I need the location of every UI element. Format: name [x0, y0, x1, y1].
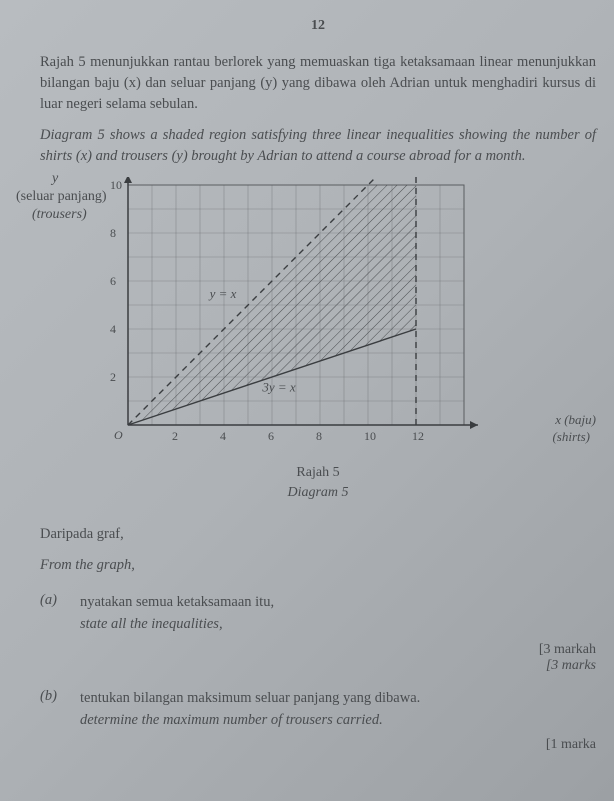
- from-graph-malay: Daripada graf,: [40, 526, 596, 543]
- diagram-caption: Rajah 5 Diagram 5: [40, 463, 596, 502]
- svg-text:y = x: y = x: [208, 286, 237, 301]
- caption-english: Diagram 5: [287, 485, 348, 500]
- question-a-marks: [3 markah [3 marks: [40, 642, 596, 674]
- problem-text-english: Diagram 5 shows a shaded region satisfyi…: [40, 125, 596, 167]
- svg-text:8: 8: [110, 226, 116, 240]
- question-a: (a) nyatakan semua ketaksamaan itu, stat…: [40, 592, 596, 636]
- question-b-malay: tentukan bilangan maksimum seluar panjan…: [80, 688, 596, 710]
- svg-text:O: O: [114, 428, 123, 442]
- chart-svg: O 2 4 6 8 10 12 2 4 6 8 10 y = x 3y = x: [88, 177, 548, 457]
- svg-text:10: 10: [110, 178, 122, 192]
- question-b: (b) tentukan bilangan maksimum seluar pa…: [40, 688, 596, 732]
- svg-text:6: 6: [268, 429, 274, 443]
- svg-text:6: 6: [110, 274, 116, 288]
- y-variable: y: [52, 171, 58, 187]
- question-a-english: state all the inequalities,: [80, 614, 596, 636]
- svg-text:2: 2: [172, 429, 178, 443]
- question-b-english: determine the maximum number of trousers…: [80, 710, 596, 732]
- svg-text:3y = x: 3y = x: [261, 379, 296, 394]
- x-label-main: x (baju): [555, 412, 596, 428]
- svg-text:10: 10: [364, 429, 376, 443]
- svg-text:8: 8: [316, 429, 322, 443]
- svg-text:4: 4: [220, 429, 226, 443]
- question-b-marks: [1 marka: [40, 737, 596, 753]
- svg-text:12: 12: [412, 429, 424, 443]
- problem-text-malay: Rajah 5 menunjukkan rantau berlorek yang…: [40, 52, 596, 115]
- diagram-5-chart: y (seluar panjang) (trousers) O246810122…: [88, 177, 548, 457]
- question-a-malay: nyatakan semua ketaksamaan itu,: [80, 592, 596, 614]
- svg-text:2: 2: [110, 370, 116, 384]
- question-a-label: (a): [40, 592, 80, 636]
- svg-text:4: 4: [110, 322, 116, 336]
- y-label-malay: (seluar panjang): [16, 189, 107, 205]
- question-b-label: (b): [40, 688, 80, 732]
- y-label-english: (trousers): [32, 207, 87, 223]
- caption-malay: Rajah 5: [296, 465, 339, 480]
- page-number: 12: [40, 18, 596, 34]
- from-graph-english: From the graph,: [40, 557, 596, 574]
- x-label-sub: (shirts): [552, 429, 590, 445]
